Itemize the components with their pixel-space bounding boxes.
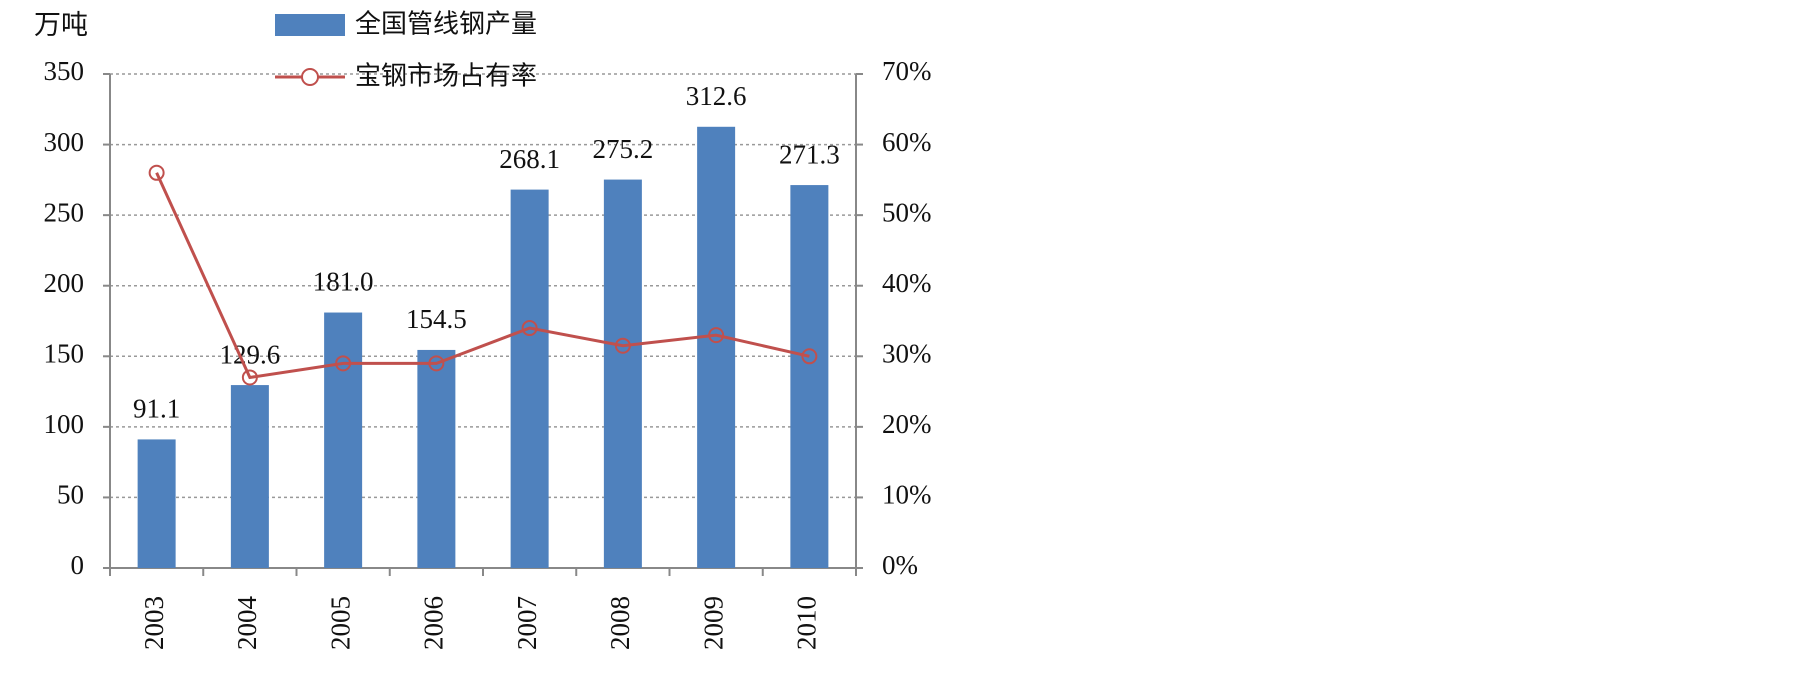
x-tick-label: 2007 (512, 596, 542, 650)
data-label: 268.1 (499, 144, 560, 174)
marker (521, 320, 538, 337)
legend-label: 宝钢市场占有率 (355, 62, 537, 92)
y2-tick-label: 30% (882, 338, 932, 368)
line (155, 172, 810, 380)
y-tick-label: 350 (44, 56, 85, 86)
data-label: 275.2 (593, 134, 654, 164)
y-tick-label: 150 (44, 338, 85, 368)
y2-tick-label: 0% (882, 550, 918, 580)
legend-label: 全国管线钢产量 (355, 10, 537, 40)
x-tick-label: 2008 (605, 596, 635, 650)
y-tick-label: 250 (44, 197, 85, 227)
y-tick-label: 100 (44, 409, 85, 439)
bar (230, 385, 269, 568)
marker (241, 369, 258, 386)
y2-tick-label: 40% (882, 268, 932, 298)
legend-marker (301, 68, 319, 86)
bar (137, 439, 176, 568)
x-tick-label: 2005 (325, 596, 355, 650)
y-tick-label: 200 (44, 268, 85, 298)
y2-tick-label: 60% (882, 127, 932, 157)
x-tick-label: 2009 (698, 596, 728, 650)
data-label: 129.6 (220, 339, 281, 369)
data-label: 154.5 (406, 304, 467, 334)
marker (614, 337, 631, 354)
marker (335, 355, 352, 372)
bar (324, 312, 363, 568)
y2-tick-label: 20% (882, 409, 932, 439)
y2-tick-label: 70% (882, 56, 932, 86)
legend-swatch (275, 14, 345, 36)
marker (708, 327, 725, 344)
data-label: 271.3 (779, 139, 840, 169)
marker (428, 355, 445, 372)
bar (417, 349, 456, 568)
bar (510, 189, 549, 568)
bar (697, 126, 736, 569)
y-tick-label: 300 (44, 127, 85, 157)
y2-tick-label: 50% (882, 197, 932, 227)
x-tick-label: 2004 (232, 596, 262, 651)
y-tick-label: 50 (57, 480, 84, 510)
y2-tick-label: 10% (882, 480, 932, 510)
x-tick-label: 2006 (419, 596, 449, 650)
y-tick-label: 0 (71, 550, 85, 580)
bar (790, 185, 829, 569)
data-label: 91.1 (133, 394, 180, 424)
data-label: 312.6 (686, 81, 747, 111)
y-axis-label: 万吨 (34, 10, 88, 40)
data-label: 181.0 (313, 267, 374, 297)
marker (801, 348, 818, 365)
x-tick-label: 2003 (139, 596, 169, 650)
x-tick-label: 2010 (792, 596, 822, 650)
bar (603, 179, 642, 568)
marker (148, 164, 165, 181)
